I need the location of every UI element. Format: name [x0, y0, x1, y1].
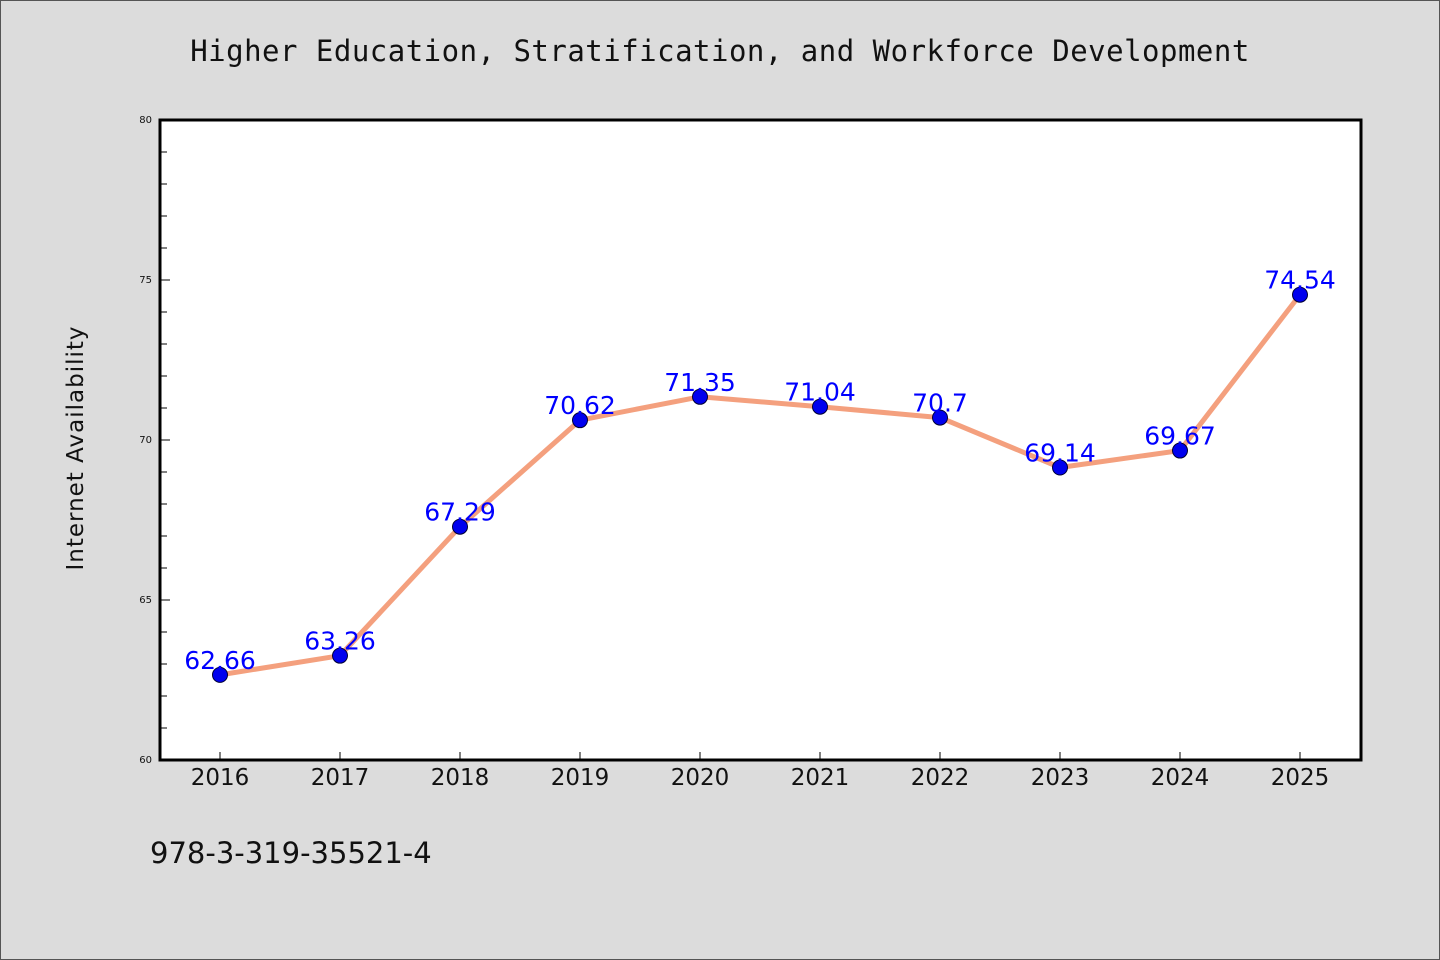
plot-area — [160, 120, 1361, 760]
x-tick-label: 2021 — [791, 765, 850, 791]
y-tick-label: 70 — [139, 435, 152, 446]
data-label: 69.14 — [1024, 439, 1096, 468]
series-line — [217, 292, 1303, 678]
chart-title: Higher Education, Stratification, and Wo… — [190, 34, 1250, 68]
data-label: 69.67 — [1144, 422, 1216, 451]
x-tick-label: 2016 — [191, 765, 250, 791]
x-tick-label: 2024 — [1151, 765, 1210, 791]
x-tick-label: 2017 — [311, 765, 370, 791]
x-tick-label: 2020 — [671, 765, 730, 791]
x-tick-label: 2022 — [911, 765, 970, 791]
data-label: 63.26 — [304, 627, 376, 656]
x-tick-label: 2018 — [431, 765, 490, 791]
data-label: 74.54 — [1264, 266, 1336, 295]
plot-border — [158, 118, 1363, 762]
y-tick-label: 75 — [139, 275, 152, 286]
data-point — [1172, 442, 1188, 459]
data-point — [332, 647, 348, 664]
y-tick-label: 60 — [139, 755, 152, 766]
y-tick-label: 80 — [139, 115, 152, 126]
data-point — [932, 409, 948, 426]
data-label: 70.7 — [912, 389, 968, 418]
data-label: 67.29 — [424, 498, 496, 527]
y-tick-label: 65 — [139, 595, 152, 606]
data-label: 62.66 — [184, 646, 256, 675]
x-tick-label: 2023 — [1031, 765, 1090, 791]
footer-isbn: 978-3-319-35521-4 — [150, 836, 432, 870]
data-label: 71.35 — [664, 368, 736, 397]
data-label: 70.62 — [544, 391, 616, 420]
x-tick-label: 2025 — [1271, 765, 1330, 791]
data-point — [1292, 286, 1308, 303]
x-tick-label: 2019 — [551, 765, 610, 791]
data-point — [212, 666, 228, 683]
data-label: 71.04 — [784, 378, 856, 407]
data-point — [812, 398, 828, 415]
data-point — [692, 388, 708, 405]
data-point — [572, 412, 588, 429]
data-point — [1052, 459, 1068, 476]
data-point — [452, 518, 468, 535]
